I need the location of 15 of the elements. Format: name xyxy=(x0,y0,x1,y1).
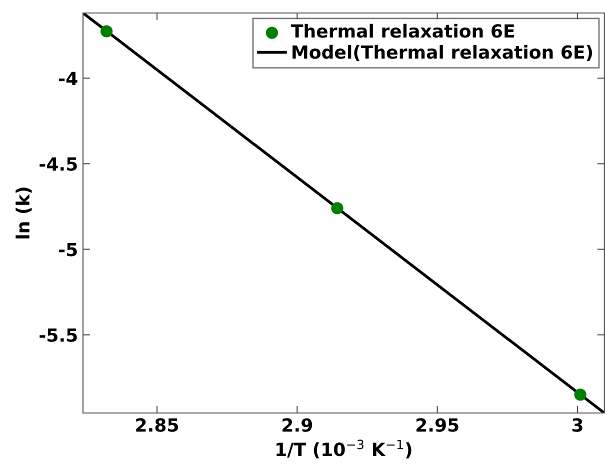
x-tick-label: 2.95 xyxy=(416,418,458,432)
y-tick-label: -5.5 xyxy=(40,328,77,342)
y-tick-label: -4.5 xyxy=(40,157,77,171)
legend-label: Thermal relaxation 6E xyxy=(291,24,514,38)
y-tick-label: -4 xyxy=(59,72,78,86)
x-axis-title: 1/T (10$^{−3}$ K$^{−1}$) xyxy=(276,440,412,458)
x-tick-label: 2.85 xyxy=(136,418,178,432)
x-tick-label: 3 xyxy=(572,418,582,432)
x-tick-label: 2.9 xyxy=(282,418,312,432)
point xyxy=(100,25,113,38)
y-axis-title: ln (k) xyxy=(16,188,32,238)
legend-label: Model(Thermal relaxation 6E) xyxy=(292,44,592,62)
y-tick-label: -5 xyxy=(59,242,77,256)
point xyxy=(574,388,586,401)
point xyxy=(331,202,344,214)
